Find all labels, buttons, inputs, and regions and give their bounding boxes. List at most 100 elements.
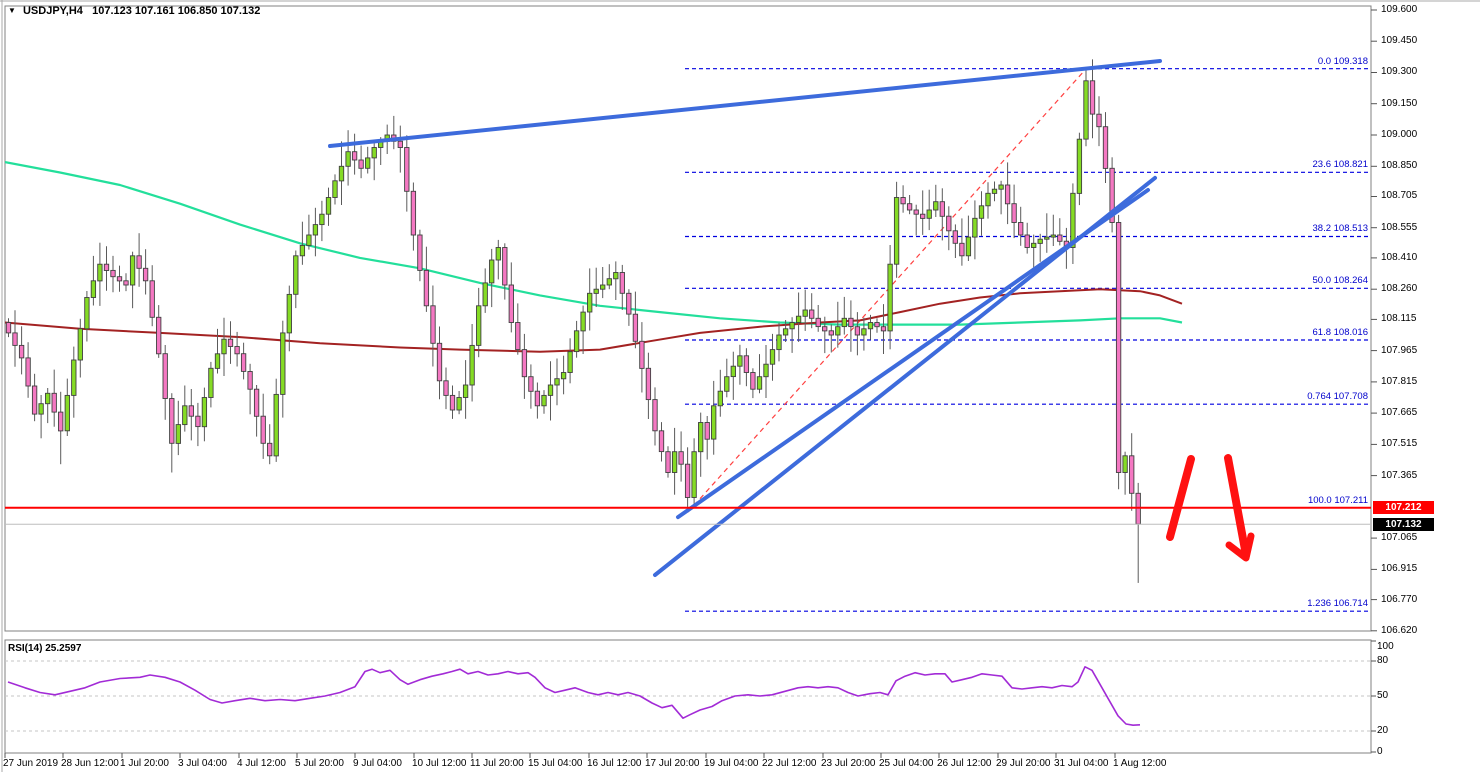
annotation-stroke[interactable] <box>1166 455 1195 541</box>
rsi-pane[interactable] <box>5 660 1371 732</box>
price-axis-label: 108.555 <box>1381 222 1418 233</box>
candle-body <box>1011 203 1017 223</box>
candle-body <box>280 332 286 395</box>
price-axis-label: 107.515 <box>1381 438 1418 449</box>
candle-body <box>560 372 567 380</box>
dashed-trend-line[interactable] <box>687 69 1086 513</box>
candle-body <box>90 280 97 298</box>
candle-body <box>162 353 168 399</box>
candle-body <box>691 451 697 498</box>
candle-body <box>730 365 736 378</box>
candle-body <box>306 234 312 246</box>
ma-darkred-line[interactable] <box>5 288 1183 353</box>
rsi-axis-label: 0 <box>1377 746 1383 757</box>
main-pane[interactable] <box>5 59 1371 612</box>
price-axis-label: 107.815 <box>1381 376 1418 387</box>
candle-body <box>1083 80 1089 140</box>
price-axis-label: 108.115 <box>1381 313 1417 324</box>
candle-body <box>51 392 57 413</box>
candle-body <box>508 284 514 323</box>
candle-body <box>1070 192 1076 248</box>
time-axis-label: 26 Jul 12:00 <box>937 758 992 769</box>
candle-body <box>332 180 338 198</box>
candle-body <box>1129 455 1135 494</box>
candle-body <box>887 263 893 332</box>
candle-body <box>573 330 580 353</box>
candle-body <box>1044 236 1050 240</box>
price-axis-label: 109.000 <box>1381 129 1418 140</box>
candle-body <box>208 367 214 398</box>
time-axis-label: 25 Jul 04:00 <box>879 758 934 769</box>
price-axis-label: 108.705 <box>1381 190 1418 201</box>
trend-line[interactable] <box>653 175 1157 577</box>
time-axis-label: 11 Jul 20:00 <box>470 758 524 769</box>
fib-level-label: 61.8 108.016 <box>1312 327 1368 338</box>
time-axis-label: 23 Jul 20:00 <box>821 758 876 769</box>
candle-body <box>861 328 867 336</box>
candle-body <box>5 322 12 334</box>
candle-body <box>606 278 612 286</box>
candle-body <box>920 213 926 219</box>
candle-body <box>293 255 299 295</box>
time-axis-label: 29 Jul 20:00 <box>996 758 1051 769</box>
candle-body <box>84 297 90 330</box>
candle-body <box>769 349 776 365</box>
candle-body <box>619 272 625 294</box>
fib-level-label: 0.764 107.708 <box>1307 391 1368 402</box>
candle-body <box>593 288 599 294</box>
time-axis-label: 19 Jul 04:00 <box>704 758 759 769</box>
candle-body <box>632 313 639 342</box>
candle-body <box>312 224 319 236</box>
candle-body <box>273 393 279 457</box>
candle-body <box>750 372 756 390</box>
candle-body <box>906 203 913 211</box>
candle-body <box>534 390 541 407</box>
rsi-axis-label: 50 <box>1377 690 1389 701</box>
candle-body <box>267 442 273 457</box>
candle-body <box>724 376 730 392</box>
candle-body <box>1018 222 1024 236</box>
candle-body <box>554 378 560 386</box>
candle-body <box>528 376 534 392</box>
symbol-dropdown-icon[interactable]: ▼ <box>8 6 16 15</box>
time-axis-label: 16 Jul 12:00 <box>587 758 642 769</box>
candle-body <box>430 305 436 344</box>
down-arrow-shaft[interactable] <box>1224 454 1250 559</box>
candle-body <box>645 367 652 401</box>
candle-body <box>639 340 645 369</box>
candle-body <box>867 322 874 330</box>
candle-body <box>397 140 403 148</box>
candle-body <box>1031 242 1037 248</box>
candle-body <box>959 242 965 257</box>
candle-body <box>998 184 1004 190</box>
candle-body <box>600 284 606 290</box>
candle-body <box>547 384 554 396</box>
candle-body <box>482 282 488 307</box>
candle-body <box>253 388 260 417</box>
candle-body <box>338 165 345 182</box>
candle-body <box>789 322 795 330</box>
candle-body <box>1057 234 1063 242</box>
candle-body <box>946 215 952 232</box>
price-axis-label: 108.850 <box>1381 160 1418 171</box>
candle-body <box>319 213 325 226</box>
price-axis-label: 109.450 <box>1381 35 1418 46</box>
candle-body <box>169 398 175 444</box>
candle-body <box>149 280 155 318</box>
candle-body <box>613 272 619 280</box>
candle-body <box>743 355 750 373</box>
price-axis-label: 107.365 <box>1381 470 1418 481</box>
candle-body <box>795 315 802 323</box>
candle-body <box>580 311 586 332</box>
candle-body <box>1076 138 1083 194</box>
time-axis-label: 1 Aug 12:00 <box>1113 758 1167 769</box>
candle-body <box>567 351 573 373</box>
chart-title: ▼ USDJPY,H4 107.123 107.161 106.850 107.… <box>8 5 260 17</box>
trend-line[interactable] <box>328 59 1162 148</box>
candle-body <box>652 399 658 432</box>
candle-body <box>325 197 332 215</box>
candle-body <box>64 394 70 432</box>
price-axis-label: 109.300 <box>1381 66 1418 77</box>
